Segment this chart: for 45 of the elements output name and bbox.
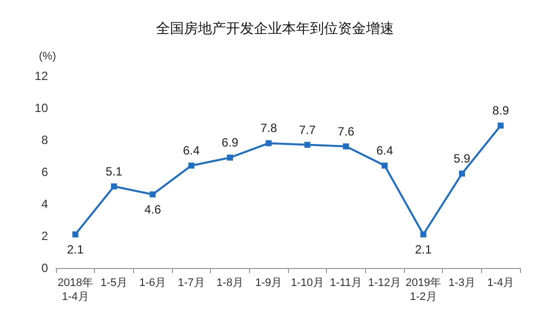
- y-tick-label: 2: [41, 229, 48, 243]
- data-label: 6.4: [182, 144, 200, 158]
- data-label: 7.6: [338, 124, 355, 138]
- point: [150, 191, 156, 198]
- data-label: 5.9: [454, 152, 471, 166]
- x-tick-label: 1-4月: [487, 277, 514, 289]
- x-tick-label: 1-12月: [368, 277, 402, 289]
- y-tick-label: 4: [41, 197, 48, 211]
- point: [266, 140, 272, 146]
- x-tick-label: 1-5月: [100, 277, 128, 289]
- point: [188, 162, 194, 169]
- data-label: 6.4: [376, 144, 394, 158]
- data-label: 7.7: [298, 122, 316, 137]
- point: [111, 183, 117, 190]
- point: [382, 162, 388, 169]
- x-tick-label: 2018年 1-4月: [58, 277, 94, 303]
- point: [459, 170, 465, 177]
- y-tick-label: 8: [41, 133, 48, 147]
- y-tick-label: 12: [34, 69, 48, 83]
- chart-title: 全国房地产开发企业本年到位资金增速: [156, 20, 394, 36]
- data-label: 4.6: [144, 202, 162, 216]
- data-label: 2.1: [66, 242, 84, 256]
- x-tick-label: 1-3月: [448, 277, 476, 289]
- data-label: 6.9: [222, 136, 239, 150]
- x-tick-label: 1-11月: [330, 277, 362, 289]
- y-axis-title: (%): [38, 50, 56, 62]
- data-label: 7.8: [260, 121, 278, 136]
- y-tick-label: 0: [41, 261, 48, 275]
- data-label: 2.1: [414, 242, 432, 256]
- data-label: 8.9: [492, 104, 510, 118]
- data-label: 5.1: [106, 164, 123, 178]
- point: [498, 122, 504, 129]
- point: [227, 154, 233, 161]
- y-tick-label: 6: [41, 165, 48, 179]
- point: [304, 142, 310, 148]
- x-tick-label: 1-7月: [178, 277, 205, 289]
- point: [343, 143, 349, 150]
- x-tick-label: 2019年 1-2月: [406, 277, 442, 303]
- point: [72, 231, 78, 238]
- y-tick-label: 10: [34, 101, 48, 115]
- x-tick-label: 1-6月: [139, 277, 166, 289]
- x-tick-label: 1-10月: [290, 277, 324, 289]
- point: [420, 231, 426, 238]
- x-tick-label: 1-9月: [255, 277, 282, 289]
- x-tick-label: 1-8月: [216, 277, 244, 289]
